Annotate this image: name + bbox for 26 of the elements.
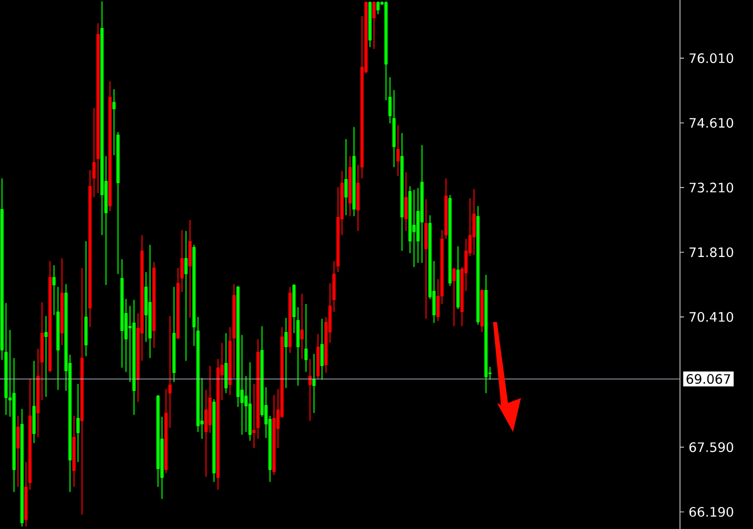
candlestick bbox=[16, 415, 20, 488]
y-tick-label: 73.210 bbox=[690, 182, 734, 192]
candlestick bbox=[412, 189, 416, 268]
candlestick bbox=[376, 0, 380, 15]
ref-line-label: 69.067 bbox=[686, 374, 730, 384]
candlestick bbox=[76, 383, 80, 462]
candlestick bbox=[472, 188, 476, 256]
candlestick bbox=[44, 316, 48, 398]
candlestick bbox=[284, 317, 288, 389]
candlestick bbox=[184, 230, 188, 362]
y-tick-label: 67.590 bbox=[689, 442, 734, 452]
candlestick bbox=[372, 0, 376, 50]
y-tick-label: 71.810 bbox=[690, 247, 734, 258]
y-tick-label: 74.610 bbox=[690, 118, 734, 128]
y-tick-label: 70.410 bbox=[690, 312, 734, 322]
candlestick bbox=[304, 303, 308, 372]
y-tick-label: 76.010 bbox=[690, 53, 734, 64]
candlestick bbox=[452, 267, 456, 327]
candlestick bbox=[312, 353, 316, 414]
candlestick bbox=[308, 358, 312, 422]
candlestick bbox=[320, 318, 324, 380]
candlestick bbox=[344, 138, 348, 216]
y-tick-label: 66.190 bbox=[689, 506, 734, 517]
candlestick bbox=[396, 124, 400, 177]
candlestick bbox=[404, 172, 408, 232]
candlestick bbox=[300, 293, 304, 360]
